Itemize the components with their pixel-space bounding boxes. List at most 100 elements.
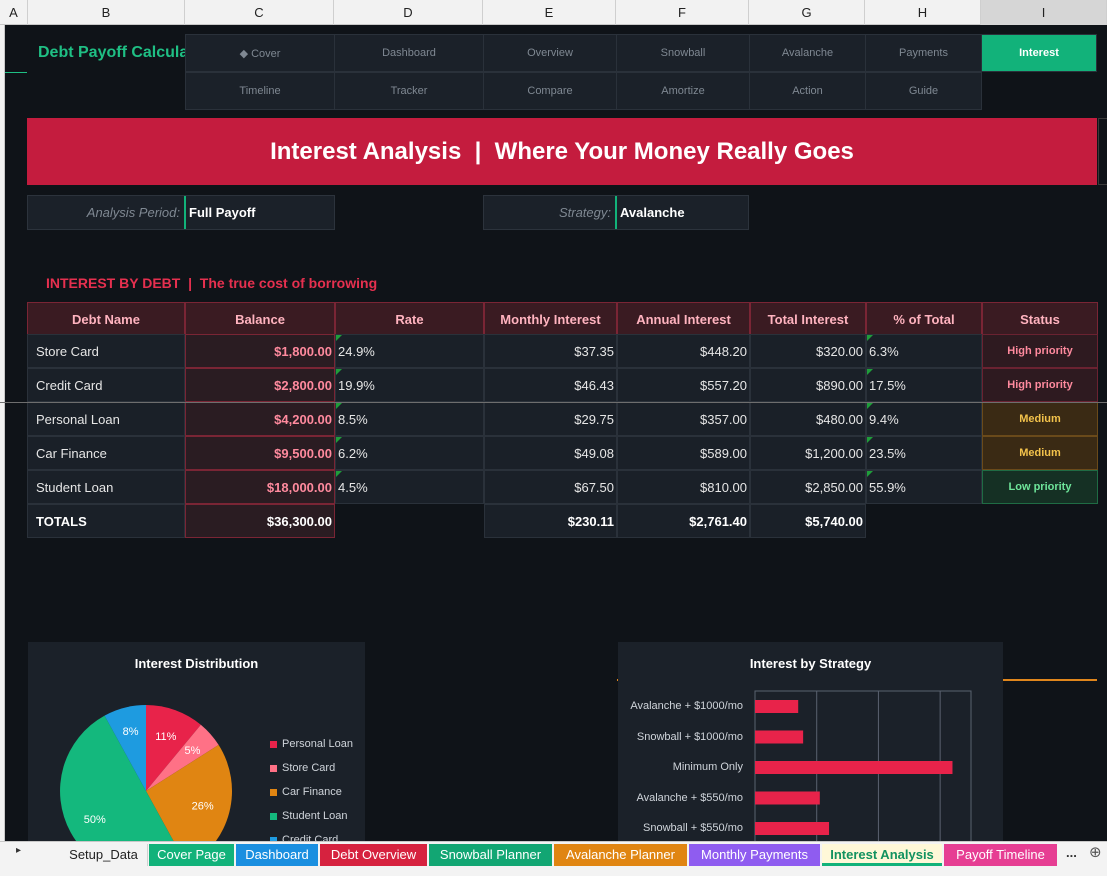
strategy-bar[interactable]: [755, 700, 799, 713]
strategy-filter[interactable]: Strategy: Avalanche: [483, 195, 749, 230]
column-header[interactable]: D: [334, 0, 483, 25]
strategy-bar[interactable]: [755, 822, 830, 835]
column-header[interactable]: F: [616, 0, 749, 25]
monthly-interest-cell[interactable]: $29.75: [484, 402, 617, 436]
totals-monthly[interactable]: $230.11: [484, 504, 617, 538]
totals-annual[interactable]: $2,761.40: [617, 504, 750, 538]
annual-interest-cell[interactable]: $589.00: [617, 436, 750, 470]
debt-name-cell[interactable]: Car Finance: [27, 436, 185, 470]
nav-cover[interactable]: ◆ Cover: [185, 34, 335, 72]
total-interest-cell[interactable]: $320.00: [750, 334, 866, 368]
sheet-tab-cover-page[interactable]: Cover Page: [149, 844, 234, 866]
column-header[interactable]: I: [981, 0, 1107, 25]
sheet-tab-dashboard[interactable]: Dashboard: [236, 844, 318, 866]
debt-name-cell[interactable]: Personal Loan: [27, 402, 185, 436]
nav-interest[interactable]: Interest: [981, 34, 1097, 72]
sheet-tab-monthly-payments[interactable]: Monthly Payments: [689, 844, 820, 866]
status-badge[interactable]: Medium: [982, 402, 1098, 436]
nav-avalanche[interactable]: Avalanche: [749, 34, 866, 72]
rate-cell[interactable]: 8.5%: [335, 402, 484, 436]
sheet-tab-snowball-planner[interactable]: Snowball Planner: [429, 844, 552, 866]
column-header[interactable]: H: [865, 0, 981, 25]
column-header[interactable]: A: [0, 0, 28, 25]
pct-total-cell[interactable]: 6.3%: [866, 334, 982, 368]
total-interest-cell[interactable]: $1,200.00: [750, 436, 866, 470]
sheet-tab-payoff-timeline[interactable]: Payoff Timeline: [944, 844, 1057, 866]
pie-slice-car-finance[interactable]: [146, 744, 232, 841]
sheet-tab-interest-analysis[interactable]: Interest Analysis: [822, 844, 942, 866]
monthly-interest-cell[interactable]: $49.08: [484, 436, 617, 470]
interest-by-strategy-chart[interactable]: Interest by Strategy Avalanche + $1000/m…: [618, 642, 1003, 841]
balance-cell[interactable]: $9,500.00: [185, 436, 335, 470]
pie-slice-personal-loan[interactable]: [146, 705, 201, 791]
nav-amortize[interactable]: Amortize: [616, 72, 750, 110]
balance-cell[interactable]: $4,200.00: [185, 402, 335, 436]
column-header[interactable]: C: [185, 0, 334, 25]
annual-interest-cell[interactable]: $557.20: [617, 368, 750, 402]
strategy-value[interactable]: Avalanche: [620, 205, 685, 220]
monthly-interest-cell[interactable]: $46.43: [484, 368, 617, 402]
nav-action[interactable]: Action: [749, 72, 866, 110]
more-sheets-button[interactable]: ...: [1066, 845, 1077, 860]
sheet-tab-debt-overview[interactable]: Debt Overview: [320, 844, 427, 866]
sheet-tab-setup-data[interactable]: Setup_Data: [60, 844, 148, 866]
nav-overview[interactable]: Overview: [483, 34, 617, 72]
balance-cell[interactable]: $2,800.00: [185, 368, 335, 402]
pie-slice-credit-card[interactable]: [104, 705, 146, 791]
column-header[interactable]: B: [28, 0, 185, 25]
pie-slice-student-loan[interactable]: [60, 715, 187, 841]
pie-slice-store-card[interactable]: [146, 724, 219, 791]
monthly-interest-cell[interactable]: $37.35: [484, 334, 617, 368]
totals-balance[interactable]: $36,300.00: [185, 504, 335, 538]
header-monthly-interest: Monthly Interest: [484, 302, 617, 336]
pct-total-cell[interactable]: 9.4%: [866, 402, 982, 436]
table-row: Personal Loan $4,200.00 8.5% $29.75 $357.00 $…: [27, 402, 1098, 436]
pct-total-cell[interactable]: 17.5%: [866, 368, 982, 402]
add-sheet-icon[interactable]: ⊕: [1089, 844, 1102, 861]
title-underline: [5, 72, 27, 73]
nav-compare[interactable]: Compare: [483, 72, 617, 110]
nav-guide[interactable]: Guide: [865, 72, 982, 110]
annual-interest-cell[interactable]: $448.20: [617, 334, 750, 368]
debt-name-cell[interactable]: Store Card: [27, 334, 185, 368]
balance-cell[interactable]: $18,000.00: [185, 470, 335, 504]
debt-name-cell[interactable]: Student Loan: [27, 470, 185, 504]
rate-cell[interactable]: 4.5%: [335, 470, 484, 504]
totals-total[interactable]: $5,740.00: [750, 504, 866, 538]
column-header[interactable]: E: [483, 0, 616, 25]
total-interest-cell[interactable]: $480.00: [750, 402, 866, 436]
nav-payments[interactable]: Payments: [865, 34, 982, 72]
pct-total-cell[interactable]: 55.9%: [866, 470, 982, 504]
debt-name-cell[interactable]: Credit Card: [27, 368, 185, 402]
total-interest-cell[interactable]: $890.00: [750, 368, 866, 402]
strategy-bar[interactable]: [755, 761, 953, 774]
rate-cell[interactable]: 6.2%: [335, 436, 484, 470]
annual-interest-cell[interactable]: $810.00: [617, 470, 750, 504]
totals-label[interactable]: TOTALS: [27, 504, 185, 538]
interest-distribution-chart[interactable]: Interest Distribution 11% 5% 26% 50% 8% Pers…: [28, 642, 365, 841]
nav-tracker[interactable]: Tracker: [334, 72, 484, 110]
balance-cell[interactable]: $1,800.00: [185, 334, 335, 368]
analysis-period-filter[interactable]: Analysis Period: Full Payoff: [27, 195, 335, 230]
rate-cell[interactable]: 24.9%: [335, 334, 484, 368]
pie-legend-item: Credit Card: [270, 834, 338, 841]
total-interest-cell[interactable]: $2,850.00: [750, 470, 866, 504]
strategy-bar[interactable]: [755, 791, 820, 805]
column-header[interactable]: G: [749, 0, 865, 25]
monthly-interest-cell[interactable]: $67.50: [484, 470, 617, 504]
status-badge[interactable]: Low priority: [982, 470, 1098, 504]
tab-scroll-arrow[interactable]: ▸: [16, 845, 22, 856]
analysis-period-value[interactable]: Full Payoff: [189, 205, 256, 220]
nav-timeline[interactable]: Timeline: [185, 72, 335, 110]
strategy-bar[interactable]: [755, 730, 804, 744]
sheet-tab-avalanche-planner[interactable]: Avalanche Planner: [554, 844, 687, 866]
nav-snowball[interactable]: Snowball: [616, 34, 750, 72]
status-badge[interactable]: High priority: [982, 334, 1098, 368]
status-badge[interactable]: High priority: [982, 368, 1098, 402]
pct-total-cell[interactable]: 23.5%: [866, 436, 982, 470]
status-badge[interactable]: Medium: [982, 436, 1098, 470]
rate-cell[interactable]: 19.9%: [335, 368, 484, 402]
legend-swatch: [270, 836, 277, 841]
nav-dashboard[interactable]: Dashboard: [334, 34, 484, 72]
annual-interest-cell[interactable]: $357.00: [617, 402, 750, 436]
